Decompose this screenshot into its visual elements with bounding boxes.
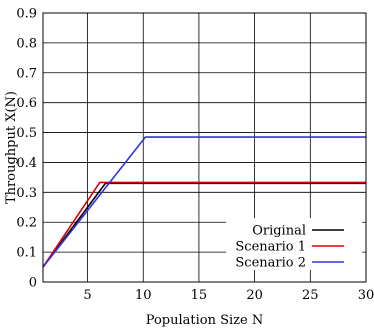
x-axis-title: Population Size N xyxy=(146,313,263,328)
x-tick-label: 20 xyxy=(246,288,263,303)
legend-label: Original xyxy=(252,224,306,239)
y-axis-ticks: 0 0.1 0.2 0.3 0.4 0.5 0.6 0.7 0.8 0.9 xyxy=(16,7,37,291)
y-tick-label: 0.9 xyxy=(16,7,37,22)
y-tick-label: 0.2 xyxy=(16,216,37,231)
y-tick-label: 0.3 xyxy=(16,186,37,201)
legend-label: Scenario 2 xyxy=(235,256,306,271)
y-tick-label: 0.5 xyxy=(16,126,37,141)
series-line-scenario-1 xyxy=(42,181,366,268)
x-tick-label: 15 xyxy=(191,288,208,303)
y-tick-label: 0 xyxy=(29,276,37,291)
x-tick-label: 10 xyxy=(135,288,152,303)
y-tick-label: 0.4 xyxy=(16,156,37,171)
plot-frame xyxy=(42,12,367,283)
x-tick-label: 5 xyxy=(83,288,91,303)
y-tick-label: 0.8 xyxy=(16,36,37,51)
x-tick-label: 25 xyxy=(302,288,319,303)
y-tick-label: 0.1 xyxy=(16,246,37,261)
legend-label: Scenario 1 xyxy=(235,240,306,255)
y-tick-label: 0.6 xyxy=(16,96,37,111)
series-line-scenario-2 xyxy=(42,136,366,268)
y-axis-title: Throughput X(N) xyxy=(4,91,19,204)
x-axis-ticks: 5 10 15 20 25 30 xyxy=(83,288,374,303)
x-tick-label: 30 xyxy=(358,288,374,303)
y-tick-label: 0.7 xyxy=(16,66,37,81)
series-line-original xyxy=(42,182,366,268)
series-lines xyxy=(42,136,366,268)
